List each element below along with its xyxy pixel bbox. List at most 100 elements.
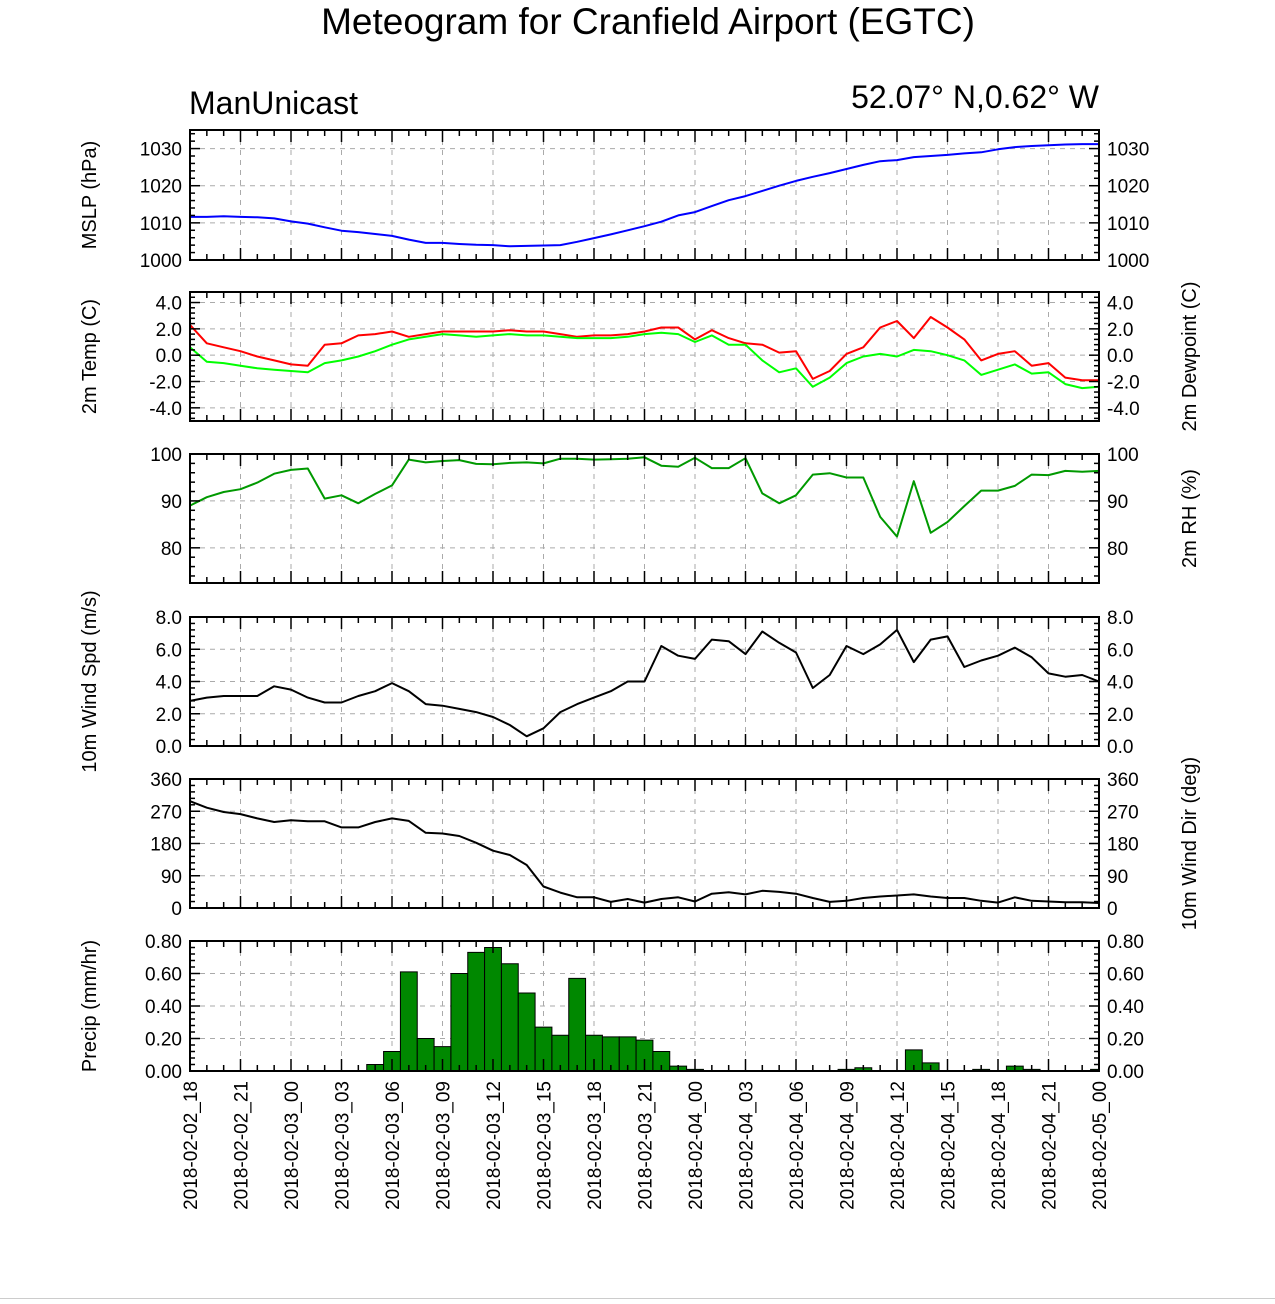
- y-axis-label-right: 2m RH (%): [1179, 469, 1201, 568]
- time-tick-label: 2018-02-04_21: [1040, 1081, 1061, 1210]
- y-tick-label-right: 0.0: [1107, 346, 1133, 367]
- y-tick-label-right: 6.0: [1107, 640, 1133, 661]
- y-tick-label-right: 360: [1107, 770, 1139, 791]
- y-tick-label-left: 0.0: [156, 737, 182, 758]
- y-tick-label-right: 1030: [1107, 140, 1149, 161]
- panel-temperature: -4.0 -4.0 -2.0 -2.0 0.0 0.0 2.0 2.0 4.0 4.0 2m Tem…: [79, 281, 1201, 431]
- precip-bar: [568, 977, 587, 1072]
- y-tick-label-left: 100: [150, 445, 182, 466]
- panel-wind_direction: 0 0 90 90 180 180 270 270 360 360 10m Wind Dir (de…: [150, 757, 1201, 930]
- y-tick-label-right: 0.0: [1107, 737, 1133, 758]
- time-tick-label: 2018-02-05_00: [1090, 1081, 1111, 1210]
- y-tick-label-right: 100: [1107, 445, 1139, 466]
- y-tick-label-right: 2.0: [1107, 705, 1133, 726]
- y-tick-label-right: 90: [1107, 492, 1128, 513]
- y-tick-label-left: 0.0: [156, 346, 182, 367]
- y-tick-label-right: 1000: [1107, 251, 1149, 272]
- y-tick-label-right: 1020: [1107, 177, 1149, 198]
- precip-bar: [484, 947, 502, 1072]
- y-tick-label-right: 0: [1107, 899, 1118, 920]
- y-tick-label-left: 0.00: [145, 1062, 182, 1083]
- time-tick-label: 2018-02-03_06: [383, 1081, 404, 1210]
- y-tick-label-left: -4.0: [149, 399, 182, 420]
- y-axis-label-right: 2m Dewpoint (C): [1179, 281, 1201, 431]
- time-tick-label: 2018-02-03_15: [535, 1081, 556, 1210]
- y-tick-label-left: -2.0: [149, 373, 182, 394]
- time-tick-label: 2018-02-03_18: [585, 1081, 606, 1210]
- time-tick-label: 2018-02-04_03: [737, 1081, 758, 1210]
- time-tick-label: 2018-02-04_00: [686, 1081, 707, 1210]
- time-tick-label: 2018-02-03_09: [434, 1081, 455, 1210]
- y-tick-label-left: 0.40: [145, 997, 182, 1018]
- chart-title: Meteogram for Cranfield Airport (EGTC): [321, 1, 975, 42]
- y-tick-label-right: 4.0: [1107, 673, 1133, 694]
- y-tick-label-left: 90: [161, 492, 182, 513]
- y-axis-label-left: 2m Temp (C): [79, 299, 101, 414]
- mslp-series-line-0: [190, 143, 1099, 248]
- y-tick-label-left: 2.0: [156, 320, 182, 341]
- y-tick-label-right: 8.0: [1107, 608, 1133, 629]
- y-tick-label-left: 1000: [140, 251, 182, 272]
- y-tick-label-left: 1010: [140, 214, 182, 235]
- time-tick-label: 2018-02-02_18: [181, 1081, 202, 1210]
- y-axis-label-left: MSLP (hPa): [79, 141, 101, 250]
- y-tick-label-left: 80: [161, 539, 182, 560]
- model-label: ManUnicast: [189, 85, 358, 121]
- y-tick-label-left: 0.60: [145, 965, 182, 986]
- panel-rh: 80 80 90 90 100 100 2m RH (%): [150, 445, 1201, 584]
- time-tick-label: 2018-02-04_18: [989, 1081, 1010, 1210]
- y-tick-label-left: 0.20: [145, 1030, 182, 1051]
- y-tick-label-right: 2.0: [1107, 320, 1133, 341]
- time-tick-label: 2018-02-04_09: [838, 1081, 859, 1210]
- precip-bar: [399, 971, 418, 1072]
- wind_speed-series-line-0: [189, 628, 1100, 738]
- y-tick-label-right: 1010: [1107, 214, 1149, 235]
- y-tick-label-right: -4.0: [1107, 399, 1140, 420]
- precip-bar: [467, 951, 486, 1072]
- temperature-series-line-1: [189, 331, 1100, 390]
- y-tick-label-right: 0.20: [1107, 1030, 1144, 1051]
- y-tick-label-right: 0.60: [1107, 965, 1144, 986]
- time-axis: 2018-02-02_18 2018-02-02_21 2018-02-03_00 2…: [181, 1081, 1111, 1210]
- y-axis-label-left: 10m Wind Spd (m/s): [79, 590, 101, 772]
- y-tick-label-right: 270: [1107, 802, 1139, 823]
- y-tick-label-right: 4.0: [1107, 294, 1133, 315]
- time-tick-label: 2018-02-02_21: [232, 1081, 253, 1210]
- panel-precip: 0.00 0.00 0.20 0.20 0.40 0.40 0.60 0.60 0.80 0.80…: [79, 932, 1144, 1083]
- y-tick-label-right: 80: [1107, 539, 1128, 560]
- time-tick-label: 2018-02-03_21: [636, 1081, 657, 1210]
- y-tick-label-left: 1030: [140, 140, 182, 161]
- y-tick-label-left: 6.0: [156, 640, 182, 661]
- precip-bar: [500, 963, 519, 1072]
- temperature-series-line-0: [189, 316, 1099, 382]
- y-tick-label-left: 2.0: [156, 705, 182, 726]
- y-tick-label-right: 180: [1107, 835, 1139, 856]
- y-tick-label-right: 0.00: [1107, 1062, 1144, 1083]
- y-tick-label-right: 90: [1107, 867, 1128, 888]
- y-tick-label-right: -2.0: [1107, 373, 1140, 394]
- y-tick-label-left: 8.0: [156, 608, 182, 629]
- precip-bar: [517, 992, 536, 1072]
- y-tick-label-right: 0.40: [1107, 997, 1144, 1018]
- y-tick-label-left: 4.0: [156, 673, 182, 694]
- y-tick-label-left: 180: [150, 835, 182, 856]
- precip-bar: [450, 973, 469, 1072]
- y-axis-label-right: 10m Wind Dir (deg): [1179, 757, 1201, 930]
- y-tick-label-left: 0.80: [145, 932, 182, 953]
- location-label: 52.07° N,0.62° W: [851, 79, 1100, 115]
- y-tick-label-right: 0.80: [1107, 932, 1144, 953]
- time-tick-label: 2018-02-04_12: [888, 1081, 909, 1210]
- time-tick-label: 2018-02-04_06: [787, 1081, 808, 1210]
- time-tick-label: 2018-02-03_12: [484, 1081, 505, 1210]
- time-tick-label: 2018-02-04_15: [939, 1081, 960, 1210]
- y-tick-label-left: 4.0: [156, 294, 182, 315]
- y-tick-label-left: 360: [150, 770, 182, 791]
- y-tick-label-left: 0: [171, 899, 182, 920]
- panel-mslp: 1000 1000 1010 1010 1020 1020 1030 1030 MSLP (hP…: [79, 129, 1149, 272]
- time-tick-label: 2018-02-03_03: [333, 1081, 354, 1210]
- y-tick-label-left: 270: [150, 802, 182, 823]
- time-tick-label: 2018-02-03_00: [282, 1081, 303, 1210]
